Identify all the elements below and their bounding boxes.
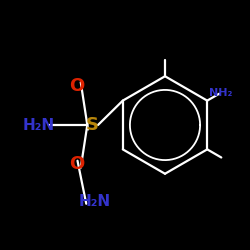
Text: H₂N: H₂N	[79, 194, 111, 209]
Text: O: O	[68, 155, 84, 173]
Text: O: O	[68, 77, 84, 95]
Text: S: S	[86, 116, 99, 134]
Text: NH₂: NH₂	[209, 88, 233, 98]
Text: H₂N: H₂N	[23, 118, 55, 132]
